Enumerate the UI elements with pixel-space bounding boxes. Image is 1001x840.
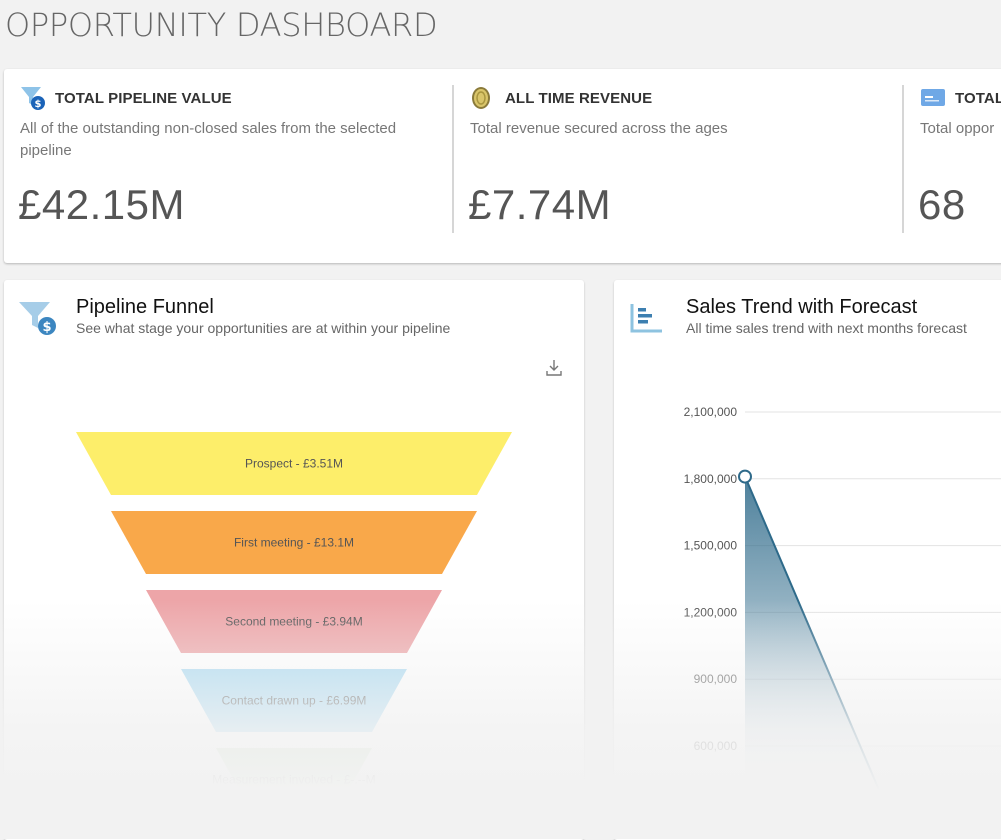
funnel-chart: Prospect - £3.51M First meeting - £13.1M S… xyxy=(76,432,512,811)
funnel-segment[interactable] xyxy=(76,432,512,495)
kpi-name: TOTAL PIPELINE VALUE xyxy=(55,89,232,107)
card-title: Pipeline Funnel xyxy=(76,296,214,318)
kpi-value: 68 xyxy=(918,181,966,228)
kpi-total-pipeline-value: $ TOTAL PIPELINE VALUE All of the outsta… xyxy=(4,69,454,263)
kpi-total-opportunities: TOTAL Total oppor 68 xyxy=(904,69,1001,263)
kpi-description: All of the outstanding non-closed sales … xyxy=(20,120,397,159)
kpi-divider xyxy=(902,85,904,233)
kpi-description: Total oppor xyxy=(920,120,995,137)
coin-icon xyxy=(470,85,496,111)
kpi-name: TOTAL xyxy=(955,89,1001,107)
y-tick-label: 600,000 xyxy=(694,739,738,753)
y-tick-label: 1,200,000 xyxy=(684,605,738,619)
funnel-dollar-icon: $ xyxy=(18,300,58,341)
card-subtitle: All time sales trend with next months fo… xyxy=(686,320,967,336)
kpi-strip: $ TOTAL PIPELINE VALUE All of the outsta… xyxy=(4,69,1001,263)
bar-chart-icon xyxy=(630,302,664,339)
pipeline-funnel-card: $ Pipeline Funnel See what stage your op… xyxy=(4,280,584,840)
card-icon xyxy=(920,85,946,111)
y-tick-label: 1,800,000 xyxy=(684,472,738,486)
download-icon[interactable] xyxy=(544,358,564,378)
sales-trend-chart: 2,100,000 1,800,000 1,500,000 1,200,000 900,… xyxy=(684,405,1001,803)
y-tick-label: 900,000 xyxy=(694,672,738,686)
card-subtitle: See what stage your opportunities are at… xyxy=(76,320,451,336)
funnel-segment-label: Second meeting - £3.94M xyxy=(225,615,362,629)
funnel-segment[interactable] xyxy=(111,511,477,574)
kpi-description: Total revenue secured across the ages xyxy=(470,120,728,137)
kpi-name: ALL TIME REVENUE xyxy=(505,89,653,107)
funnel-segment-label: Prospect - £3.51M xyxy=(245,457,343,471)
funnel-dollar-icon: $ xyxy=(20,85,46,111)
page-title: OPPORTUNITY DASHBOARD xyxy=(5,6,438,44)
trend-point[interactable] xyxy=(738,469,752,484)
sales-trend-card: Sales Trend with Forecast All time sales… xyxy=(614,280,1001,840)
kpi-value: £42.15M xyxy=(18,181,185,228)
funnel-segment-label: Contact drawn up - £6.99M xyxy=(222,694,367,708)
kpi-divider xyxy=(452,85,454,233)
funnel-segment-label: First meeting - £13.1M xyxy=(234,536,354,550)
kpi-value: £7.74M xyxy=(468,181,612,228)
y-tick-label: 1,500,000 xyxy=(684,539,738,553)
svg-text:$: $ xyxy=(35,99,42,110)
svg-text:$: $ xyxy=(42,320,51,335)
y-tick-label: 2,100,000 xyxy=(684,405,738,419)
funnel-segment-label: Measurement involved - £-.--M xyxy=(212,773,375,787)
kpi-all-time-revenue: ALL TIME REVENUE Total revenue secured a… xyxy=(454,69,904,263)
card-title: Sales Trend with Forecast xyxy=(686,296,918,318)
